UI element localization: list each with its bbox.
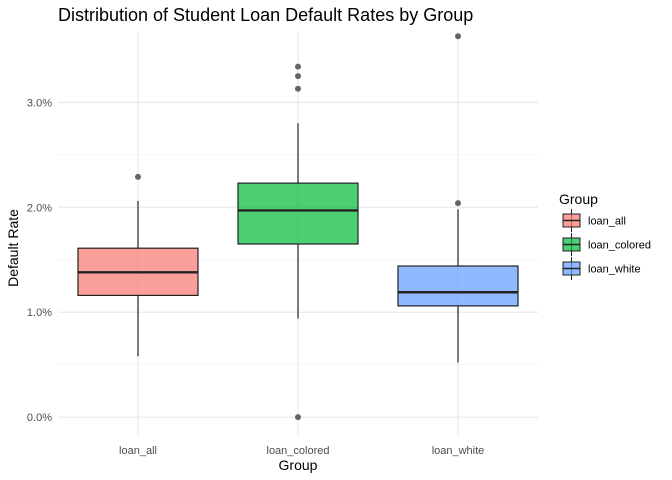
y-tick-label: 1.0% [27, 307, 52, 319]
x-axis-ticks: loan_all loan_colored loan_white [119, 445, 484, 457]
x-tick-label: loan_white [432, 445, 485, 457]
y-tick-label: 2.0% [27, 202, 52, 214]
legend-title: Group [559, 191, 598, 207]
box-loan_white [397, 33, 519, 363]
outlier-point [455, 200, 461, 207]
legend-label: loan_white [588, 264, 641, 276]
boxes [77, 33, 519, 421]
legend-entry-loan_white: loan_white [562, 257, 641, 280]
legend-entry-loan_all: loan_all [562, 209, 626, 232]
x-tick-label: loan_all [119, 445, 157, 457]
y-axis-title: Default Rate [5, 209, 21, 287]
legend-entry-loan_colored: loan_colored [562, 233, 651, 256]
box-body [237, 182, 359, 245]
y-axis-ticks: 0.0% 1.0% 2.0% 3.0% [27, 97, 52, 424]
box-loan_all [77, 173, 199, 357]
legend-label: loan_colored [588, 240, 651, 252]
x-axis-title: Group [279, 457, 318, 473]
outlier-point [295, 414, 301, 421]
legend-label: loan_all [588, 216, 626, 228]
box-loan_colored [237, 63, 359, 421]
outlier-point [455, 33, 461, 40]
outlier-point [295, 85, 301, 92]
chart-title: Distribution of Student Loan Default Rat… [58, 5, 473, 25]
y-tick-label: 0.0% [27, 412, 52, 424]
outlier-point [135, 173, 141, 180]
y-tick-label: 3.0% [27, 97, 52, 109]
x-tick-label: loan_colored [267, 445, 330, 457]
box-body [397, 265, 519, 307]
legend: Group loan_all loan_colored loan_white [559, 191, 651, 280]
outlier-point [295, 63, 301, 70]
outlier-point [295, 73, 301, 80]
